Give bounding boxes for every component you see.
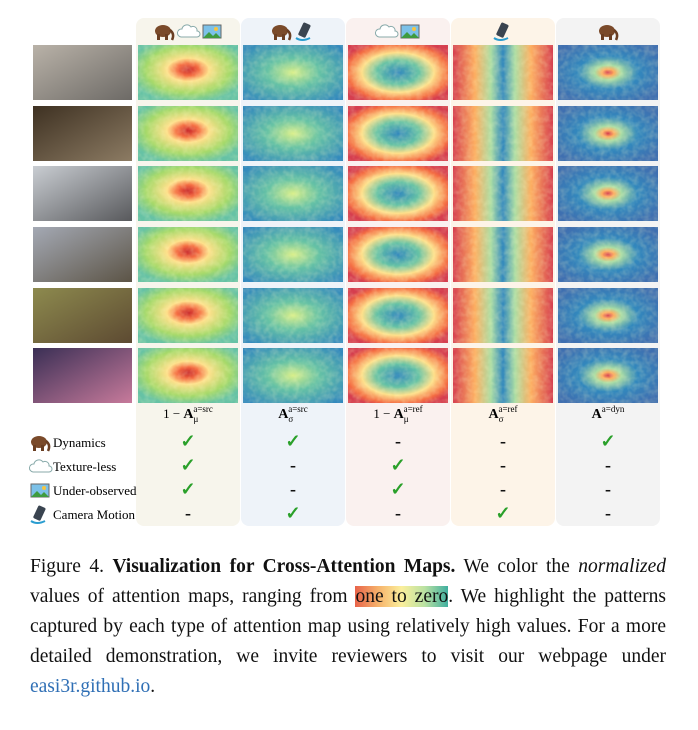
photo: [33, 106, 132, 161]
label-prefix: 1 −: [163, 406, 183, 421]
figure: 1 − Aμa=src Aσa=src 1 − Aμa=ref Aσa=ref Aa=d…: [28, 18, 660, 526]
table-cell: -: [290, 455, 296, 475]
table-cell: -: [605, 503, 611, 523]
table-cell: ✓: [285, 431, 300, 451]
row-icon: [28, 459, 53, 473]
row-label: Dynamics: [53, 435, 106, 450]
column-label: Aσa=ref: [488, 404, 517, 424]
table-cell: -: [605, 479, 611, 499]
table-cell: ✓: [180, 431, 195, 451]
heatmap-noise: [138, 166, 238, 221]
table-cell: -: [290, 479, 296, 499]
heatmap-noise: [348, 227, 448, 282]
table-cell: ✓: [180, 479, 195, 499]
table-cell: ✓: [180, 455, 195, 475]
photo: [33, 348, 132, 403]
heatmap-noise: [243, 288, 343, 343]
heatmap-noise: [138, 348, 238, 403]
heatmap-noise: [138, 106, 238, 161]
table-cell: -: [500, 431, 506, 451]
label-base: A: [488, 407, 499, 422]
heatmap-noise: [558, 45, 658, 100]
label-sup: a=dyn: [602, 404, 625, 414]
heatmap-noise: [138, 288, 238, 343]
label-sup: a=ref: [404, 404, 423, 414]
caption-link[interactable]: easi3r.github.io: [30, 676, 151, 697]
caption-plain: values of attention maps, ranging from: [30, 586, 356, 607]
label-prefix: 1 −: [373, 406, 393, 421]
heatmap-noise: [348, 106, 448, 161]
caption-highlight: one to zero: [355, 586, 449, 607]
table-cell: -: [395, 503, 401, 523]
heatmap-noise: [558, 348, 658, 403]
label-sub: μ: [194, 414, 199, 424]
caption-plain: .: [150, 676, 156, 697]
photo: [33, 166, 132, 221]
table-cell: ✓: [495, 503, 510, 523]
icon: [400, 24, 420, 39]
row-label: Texture-less: [53, 459, 116, 474]
row-label: Under-observed: [53, 483, 137, 498]
heatmap-noise: [243, 166, 343, 221]
heatmap-noise: [243, 45, 343, 100]
photo: [33, 227, 132, 282]
heatmap-noise: [138, 227, 238, 282]
heatmap-noise: [243, 348, 343, 403]
heatmap-noise: [348, 348, 448, 403]
heatmap-noise: [558, 106, 658, 161]
heatmap-noise: [348, 288, 448, 343]
label-sup: a=ref: [498, 404, 517, 414]
heatmap-noise: [453, 106, 553, 161]
row-icon: [30, 483, 50, 498]
heatmap-noise: [348, 166, 448, 221]
heatmap-noise: [558, 227, 658, 282]
label-sub: σ: [288, 414, 293, 424]
table-cell: ✓: [390, 479, 405, 499]
label-base: A: [278, 407, 289, 422]
label-sup: a=src: [288, 404, 308, 414]
caption-plain: We color the: [455, 556, 579, 577]
table-cell: -: [500, 479, 506, 499]
photo: [33, 288, 132, 343]
label-sub: σ: [499, 414, 504, 424]
table-cell: ✓: [390, 455, 405, 475]
heatmap-noise: [558, 288, 658, 343]
column-label: Aσa=src: [278, 404, 308, 424]
caption-plain: . We highlight the patterns captured by …: [30, 586, 666, 667]
heatmap-noise: [243, 106, 343, 161]
label-base: A: [394, 407, 405, 422]
label-base: A: [592, 407, 603, 422]
table-cell: ✓: [285, 503, 300, 523]
heatmap-noise: [453, 348, 553, 403]
column-label: 1 − Aμa=src: [163, 404, 213, 424]
caption-bold: Visualization for Cross-Attention Maps.: [112, 556, 456, 577]
caption-plain: Figure 4.: [30, 556, 113, 577]
table-cell: -: [500, 455, 506, 475]
photo: [33, 45, 132, 100]
column-label: 1 − Aμa=ref: [373, 404, 422, 424]
icon: [202, 24, 222, 39]
heatmap-noise: [558, 166, 658, 221]
table-cell: -: [605, 455, 611, 475]
row-icon: [29, 434, 51, 453]
label-sub: μ: [404, 414, 409, 424]
heatmap-noise: [348, 45, 448, 100]
row-icon: [30, 504, 48, 524]
heatmap-noise: [243, 227, 343, 282]
table-cell: -: [395, 431, 401, 451]
label-base: A: [183, 407, 194, 422]
heatmap-noise: [453, 166, 553, 221]
table-cell: -: [185, 503, 191, 523]
label-sup: a=src: [193, 404, 213, 414]
caption-italic: normalized: [578, 556, 666, 577]
heatmap-noise: [453, 45, 553, 100]
heatmap-noise: [453, 288, 553, 343]
table-cell: ✓: [600, 431, 615, 451]
row-label: Camera Motion: [53, 507, 135, 522]
heatmap-noise: [138, 45, 238, 100]
caption: Figure 4. Visualization for Cross-Attent…: [30, 552, 666, 702]
column-label: Aa=dyn: [592, 404, 625, 422]
heatmap-noise: [453, 227, 553, 282]
